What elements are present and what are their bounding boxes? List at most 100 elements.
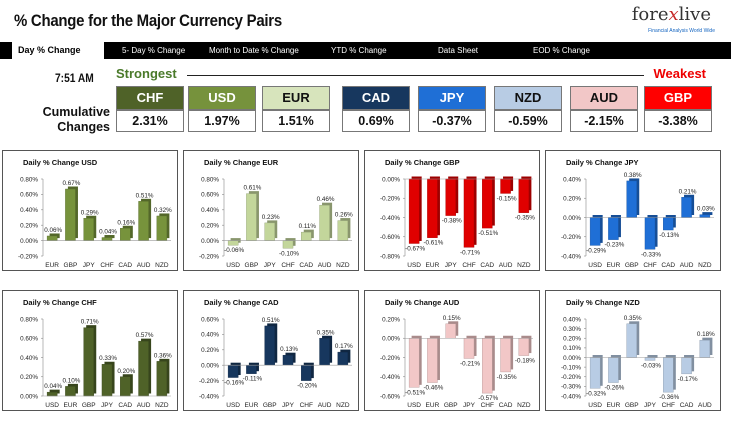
bar: [282, 240, 294, 249]
top-nav: Day % Change 5- Day % Change Month to Da…: [0, 42, 731, 59]
y-tick-label: 0.40%: [20, 207, 38, 214]
bar-data-label: 0.36%: [154, 352, 172, 359]
y-tick-label: -0.20%: [199, 378, 219, 385]
currency-cumulative-value: 0.69%: [342, 110, 410, 132]
bar-data-label: 0.35%: [624, 315, 642, 322]
bar: [120, 376, 131, 397]
nav-data-sheet[interactable]: Data Sheet: [438, 46, 479, 55]
y-tick-label: -0.40%: [380, 374, 400, 381]
currency-card-aud: AUD -2.15%: [570, 86, 638, 132]
y-tick-label: 0.80%: [20, 316, 38, 323]
bar: [83, 218, 94, 241]
cumulative-label-line2: Changes: [57, 120, 110, 134]
x-category-label: JPY: [101, 402, 114, 409]
chart-panel-6: Daily % Change AUD 0.20% 0.00% -0.20% -0.40%…: [364, 290, 540, 411]
x-category-label: AUD: [499, 262, 513, 269]
timestamp: 7:51 AM: [55, 71, 94, 85]
y-tick-label: 0.40%: [20, 355, 38, 362]
x-category-label: NZD: [698, 262, 712, 269]
x-category-label: CAD: [661, 262, 675, 269]
x-category-label: JPY: [463, 402, 476, 409]
bar-chart-svg: Daily % Change CAD 0.60% 0.40% 0.20% 0.00% -0…: [199, 298, 353, 409]
x-category-label: USD: [588, 262, 602, 269]
bar: [518, 178, 530, 213]
bar: [427, 178, 438, 238]
bar-chart-svg: Daily % Change EUR 0.80% 0.60% 0.40% 0.20% 0.…: [199, 158, 353, 269]
nav-eod-change[interactable]: EOD % Change: [533, 46, 590, 55]
y-tick-label: 0.20%: [563, 336, 581, 343]
nav-ytd-change[interactable]: YTD % Change: [331, 46, 387, 55]
y-tick-label: -0.40%: [561, 253, 581, 260]
bar-data-label: 0.32%: [154, 207, 172, 214]
y-tick-label: -0.60%: [380, 234, 400, 241]
x-category-label: USD: [588, 402, 602, 409]
bar-data-label: -0.36%: [659, 394, 679, 401]
y-tick-label: -0.40%: [380, 215, 400, 222]
bar: [319, 338, 330, 366]
bar-data-label: 0.46%: [317, 196, 335, 203]
bar-data-label: -0.06%: [224, 247, 244, 254]
currency-name: GBP: [644, 86, 712, 110]
bar: [589, 357, 601, 389]
x-category-label: GBP: [245, 262, 259, 269]
bar: [246, 364, 257, 374]
bar-data-label: 0.67%: [62, 180, 80, 187]
bar: [246, 193, 257, 241]
bar: [463, 338, 475, 359]
bar: [264, 222, 275, 241]
bar-data-label: -0.18%: [515, 358, 535, 365]
cumulative-changes-label: Cumulative Changes: [38, 105, 110, 135]
bar: [681, 357, 692, 375]
currency-name: EUR: [262, 86, 330, 110]
y-tick-label: -0.20%: [199, 253, 219, 260]
y-tick-label: -0.40%: [199, 393, 219, 400]
bar: [663, 217, 674, 231]
bar-chart-svg: Daily % Change CHF0.80%0.60%0.40%0.20%0.…: [20, 298, 172, 409]
nav-5-day-change[interactable]: 5- Day % Change: [122, 46, 186, 55]
bar-data-label: 0.18%: [697, 331, 715, 338]
bar-depth: [702, 212, 713, 215]
currency-name: USD: [188, 86, 256, 110]
bar-depth: [104, 235, 115, 239]
nav-day-change[interactable]: Day % Change: [12, 42, 104, 59]
y-tick-label: 0.60%: [20, 336, 38, 343]
logo-brand-prefix: fore: [631, 4, 669, 25]
y-tick-label: -0.20%: [380, 355, 400, 362]
bar-data-label: -0.35%: [515, 215, 535, 222]
x-category-label: AUD: [318, 402, 332, 409]
chart-title: Daily % Change EUR: [204, 158, 279, 167]
currency-name: CHF: [116, 86, 184, 110]
bar: [518, 338, 530, 356]
bar: [589, 217, 601, 246]
bar-data-label: -0.13%: [659, 232, 679, 239]
chart-panel-7: Daily % Change NZD 0.40% 0.30% 0.20% 0.10% 0.…: [545, 290, 721, 411]
bar-data-label: 0.38%: [624, 172, 642, 179]
bar: [408, 338, 420, 388]
currency-card-eur: EUR 1.51%: [262, 86, 330, 132]
bar: [83, 327, 94, 397]
forexlive-logo[interactable]: forexlive Financial Analysis World Wide: [631, 4, 717, 36]
bar: [319, 204, 330, 241]
bar-data-label: -0.57%: [478, 395, 498, 402]
x-category-label: NZD: [155, 402, 169, 409]
chart-title: Daily % Change USD: [23, 158, 98, 167]
bar: [482, 178, 493, 229]
currency-cumulative-value: -0.59%: [494, 110, 562, 132]
bar: [337, 220, 349, 241]
bar-data-label: -0.17%: [678, 376, 698, 383]
page-title: % Change for the Major Currency Pairs: [14, 11, 282, 30]
x-category-label: NZD: [517, 262, 531, 269]
bar: [46, 391, 58, 397]
x-category-label: CAD: [299, 262, 313, 269]
bar-data-label: 0.20%: [117, 368, 135, 375]
strongest-label: Strongest: [116, 66, 177, 81]
x-category-label: JPY: [264, 262, 277, 269]
x-category-label: CHF: [300, 402, 313, 409]
bar-data-label: 0.10%: [62, 377, 80, 384]
x-category-label: CAD: [499, 402, 513, 409]
bar: [301, 231, 312, 241]
x-category-label: NZD: [336, 402, 350, 409]
nav-month-to-date-change[interactable]: Month to Date % Change: [209, 46, 299, 55]
bar: [337, 351, 349, 366]
x-category-label: GBP: [82, 402, 96, 409]
